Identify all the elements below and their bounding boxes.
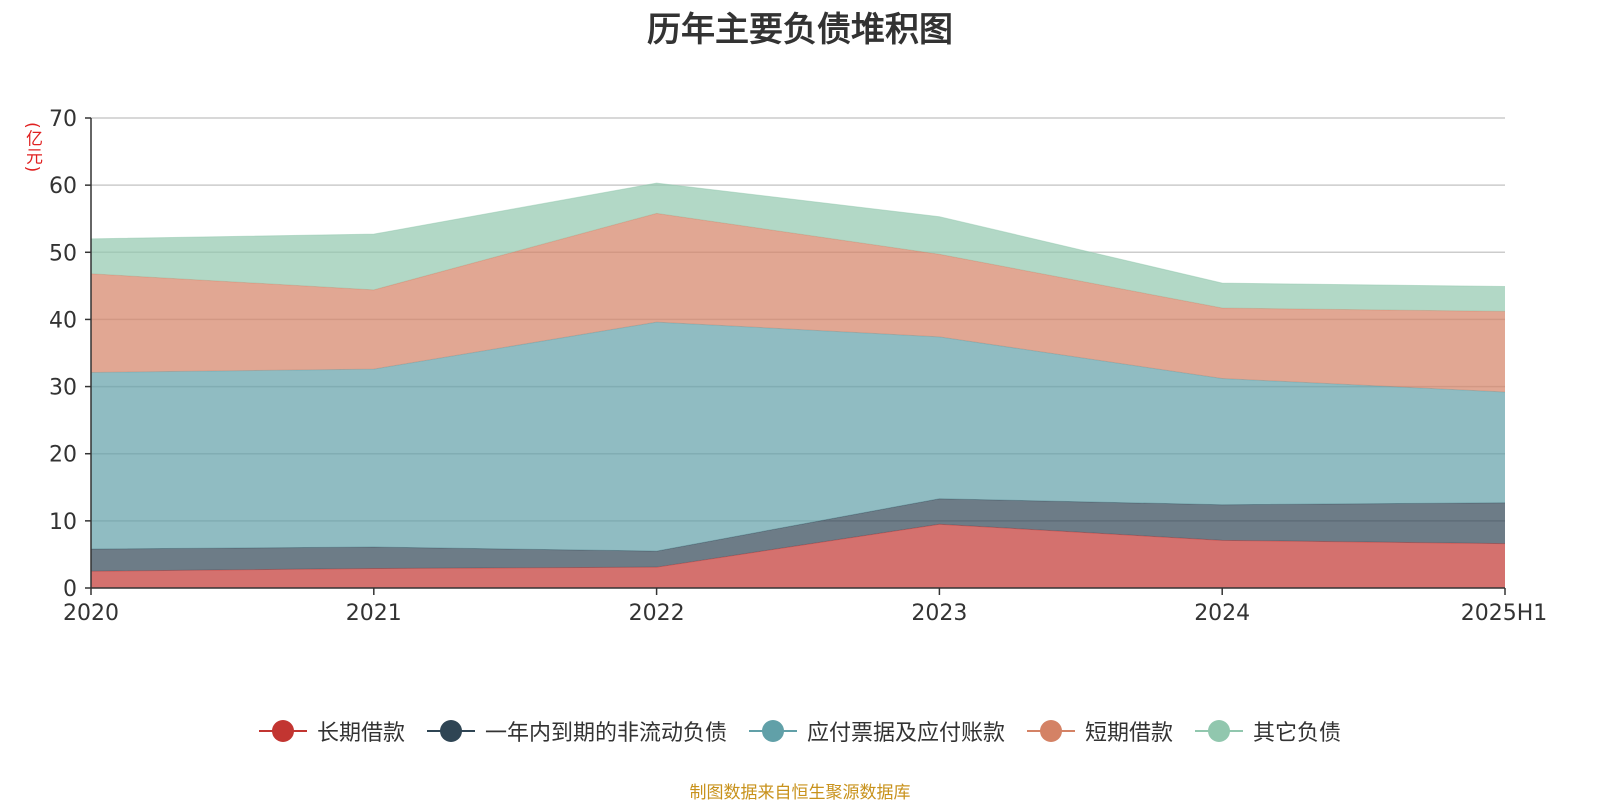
area-line-4: [90, 182, 1506, 288]
y-axis-unit-label: (亿元): [22, 122, 42, 174]
x-tick-label-5: 2025H1: [1461, 601, 1548, 626]
x-tick-label-0: 2020: [63, 601, 119, 626]
legend-item-0[interactable]: 长期借款: [258, 715, 405, 747]
legend-marker-icon: [258, 719, 307, 743]
legend-marker-icon: [1195, 719, 1244, 743]
y-tick-label-70: 70: [49, 107, 77, 132]
legend-label: 短期借款: [1085, 721, 1174, 746]
area-series-4: [91, 183, 1505, 312]
y-tick-label-50: 50: [49, 241, 77, 266]
axes: 0 10 20 30 40 50 60 70 2020 2021 2022 2023 2024 2025H…: [49, 107, 1547, 626]
y-tick-label-60: 60: [49, 174, 77, 199]
area-series-3: [91, 213, 1505, 392]
x-tick-label-2: 2022: [629, 601, 685, 626]
area-series-1: [91, 498, 1505, 572]
legend-marker-icon: [1027, 719, 1075, 743]
legend-item-2[interactable]: 应付票据及应付账款: [748, 715, 1005, 747]
area-series-2: [91, 322, 1505, 552]
y-tick-label-10: 10: [49, 510, 77, 535]
chart-title: 历年主要负债堆积图: [647, 10, 953, 50]
y-tick-label-30: 30: [49, 376, 77, 401]
legend-label: 一年内到期的非流动负债: [484, 721, 727, 746]
area-series: [90, 182, 1506, 588]
legend-marker-icon: [748, 719, 797, 743]
y-tick-label-20: 20: [49, 443, 77, 468]
legend-marker-icon: [426, 719, 475, 743]
x-tick-label-1: 2021: [346, 601, 402, 626]
y-tick-label-0: 0: [63, 577, 77, 602]
y-tick-label-40: 40: [49, 308, 77, 333]
legend-label: 其它负债: [1253, 721, 1342, 746]
x-tick-label-4: 2024: [1194, 601, 1250, 626]
x-tick-label-3: 2023: [911, 601, 967, 626]
legend-item-3[interactable]: 短期借款: [1027, 715, 1173, 747]
legend-label: 长期借款: [316, 721, 405, 746]
legend-item-4[interactable]: 其它负债: [1195, 715, 1341, 747]
area-series-0: [91, 524, 1505, 588]
legend-label: 应付票据及应付账款: [806, 721, 1005, 746]
chart-legend: 长期借款 一年内到期的非流动负债 应付票据及应付账款 短期借款 其它负债: [0, 715, 1600, 747]
data-source-note: 制图数据来自恒生聚源数据库: [689, 783, 911, 803]
legend-item-1[interactable]: 一年内到期的非流动负债: [426, 715, 727, 747]
